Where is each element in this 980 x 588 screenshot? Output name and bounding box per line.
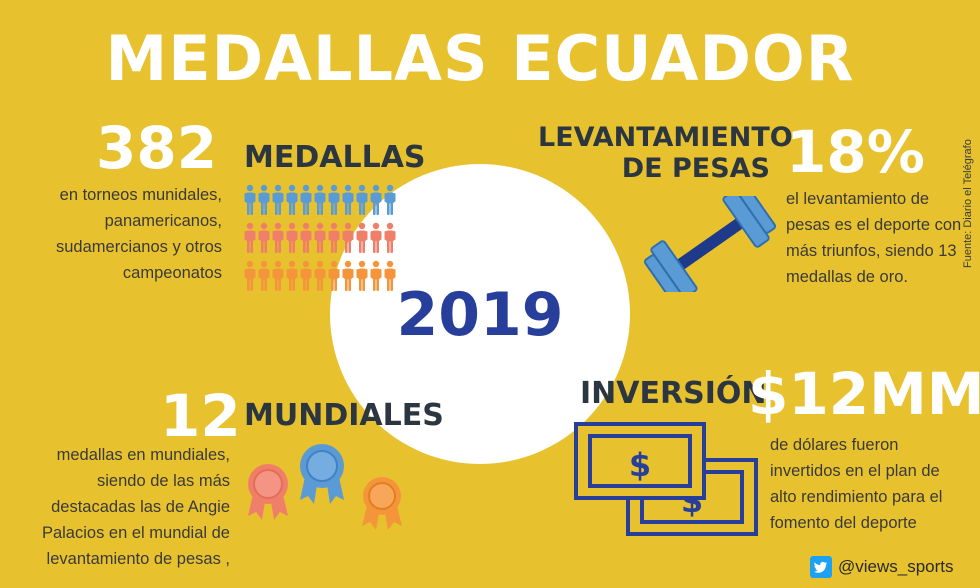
- people-row-orange: [244, 260, 404, 292]
- person-icon: [258, 222, 270, 253]
- worlds-count: 12: [160, 382, 241, 450]
- weightlifting-percent: 18%: [786, 118, 925, 186]
- worlds-line: levantamiento de pesas ,: [46, 550, 230, 568]
- investment-line: invertidos en el plan de: [770, 462, 940, 480]
- medals-description: en torneos munidales, panamericanos, sud…: [2, 182, 222, 286]
- medals-line: campeonatos: [122, 264, 222, 282]
- weightlifting-heading-line: LEVANTAMIENTO: [538, 122, 793, 153]
- people-row-salmon: [244, 222, 404, 254]
- medal-blue-icon: [300, 444, 344, 504]
- people-row-blue: [244, 184, 404, 216]
- weightlifting-heading-line: DE PESAS: [621, 153, 770, 184]
- person-icon: [258, 184, 270, 215]
- year-label: 2019: [396, 280, 564, 350]
- weightlifting-heading: LEVANTAMIENTO DE PESAS: [538, 122, 793, 184]
- people-icon-grid: [244, 184, 404, 298]
- worlds-heading: MUNDIALES: [244, 398, 444, 433]
- person-icon: [314, 222, 326, 253]
- investment-line: fomento del deporte: [770, 514, 917, 532]
- center-circle: [330, 164, 630, 464]
- money-bills-icon: $ $: [574, 422, 758, 536]
- person-icon: [370, 222, 382, 253]
- person-icon: [384, 222, 396, 253]
- page-title: MEDALLAS ECUADOR: [105, 22, 855, 95]
- person-icon: [384, 260, 396, 291]
- person-icon: [300, 184, 312, 215]
- person-icon: [244, 184, 256, 215]
- twitter-handle: @views_sports: [838, 557, 954, 576]
- person-icon: [370, 260, 382, 291]
- person-icon: [328, 184, 340, 215]
- person-icon: [314, 184, 326, 215]
- svg-text:$: $: [629, 446, 651, 484]
- person-icon: [342, 260, 354, 291]
- worlds-line: Palacios en el mundial de: [41, 524, 230, 542]
- weightlifting-description: el levantamiento de pesas es el deporte …: [786, 186, 978, 290]
- twitter-icon: [810, 556, 832, 578]
- investment-heading: INVERSIÓN: [580, 376, 767, 411]
- person-icon: [356, 260, 368, 291]
- medals-line: en torneos munidales,: [59, 186, 222, 204]
- person-icon: [244, 260, 256, 291]
- medals-line: sudamercianos y otros: [56, 238, 222, 256]
- investment-line: de dólares fueron: [770, 436, 899, 454]
- medals-count: 382: [96, 114, 218, 182]
- person-icon: [286, 222, 298, 253]
- investment-description: de dólares fueron invertidos en el plan …: [770, 432, 976, 536]
- person-icon: [272, 222, 284, 253]
- person-icon: [272, 184, 284, 215]
- person-icon: [384, 184, 396, 215]
- person-icon: [300, 260, 312, 291]
- dumbbell-icon: [643, 196, 777, 292]
- medal-salmon-icon: [248, 464, 288, 520]
- worlds-description: medallas en mundiales, siendo de las más…: [0, 442, 230, 572]
- weightlifting-line: más triunfos, siendo 13: [786, 242, 957, 260]
- person-icon: [342, 184, 354, 215]
- person-icon: [272, 260, 284, 291]
- weightlifting-line: el levantamiento de: [786, 190, 930, 208]
- weightlifting-line: medallas de oro.: [786, 268, 908, 286]
- person-icon: [356, 184, 368, 215]
- investment-line: alto rendimiento para el: [770, 488, 943, 506]
- medals-heading: MEDALLAS: [244, 140, 426, 175]
- person-icon: [300, 222, 312, 253]
- person-icon: [356, 222, 368, 253]
- medal-orange-icon: [362, 477, 402, 530]
- person-icon: [370, 184, 382, 215]
- person-icon: [342, 222, 354, 253]
- medal-ribbons-icon: [248, 444, 402, 530]
- investment-amount: $12MM: [748, 360, 980, 428]
- worlds-line: siendo de las más: [97, 472, 230, 490]
- weightlifting-line: pesas es el deporte con: [786, 216, 962, 234]
- person-icon: [286, 184, 298, 215]
- person-icon: [328, 260, 340, 291]
- worlds-line: medallas en mundiales,: [56, 446, 230, 464]
- person-icon: [314, 260, 326, 291]
- worlds-line: destacadas las de Angie: [51, 498, 230, 516]
- person-icon: [244, 222, 256, 253]
- person-icon: [286, 260, 298, 291]
- person-icon: [258, 260, 270, 291]
- medals-line: panamericanos,: [104, 212, 222, 230]
- person-icon: [328, 222, 340, 253]
